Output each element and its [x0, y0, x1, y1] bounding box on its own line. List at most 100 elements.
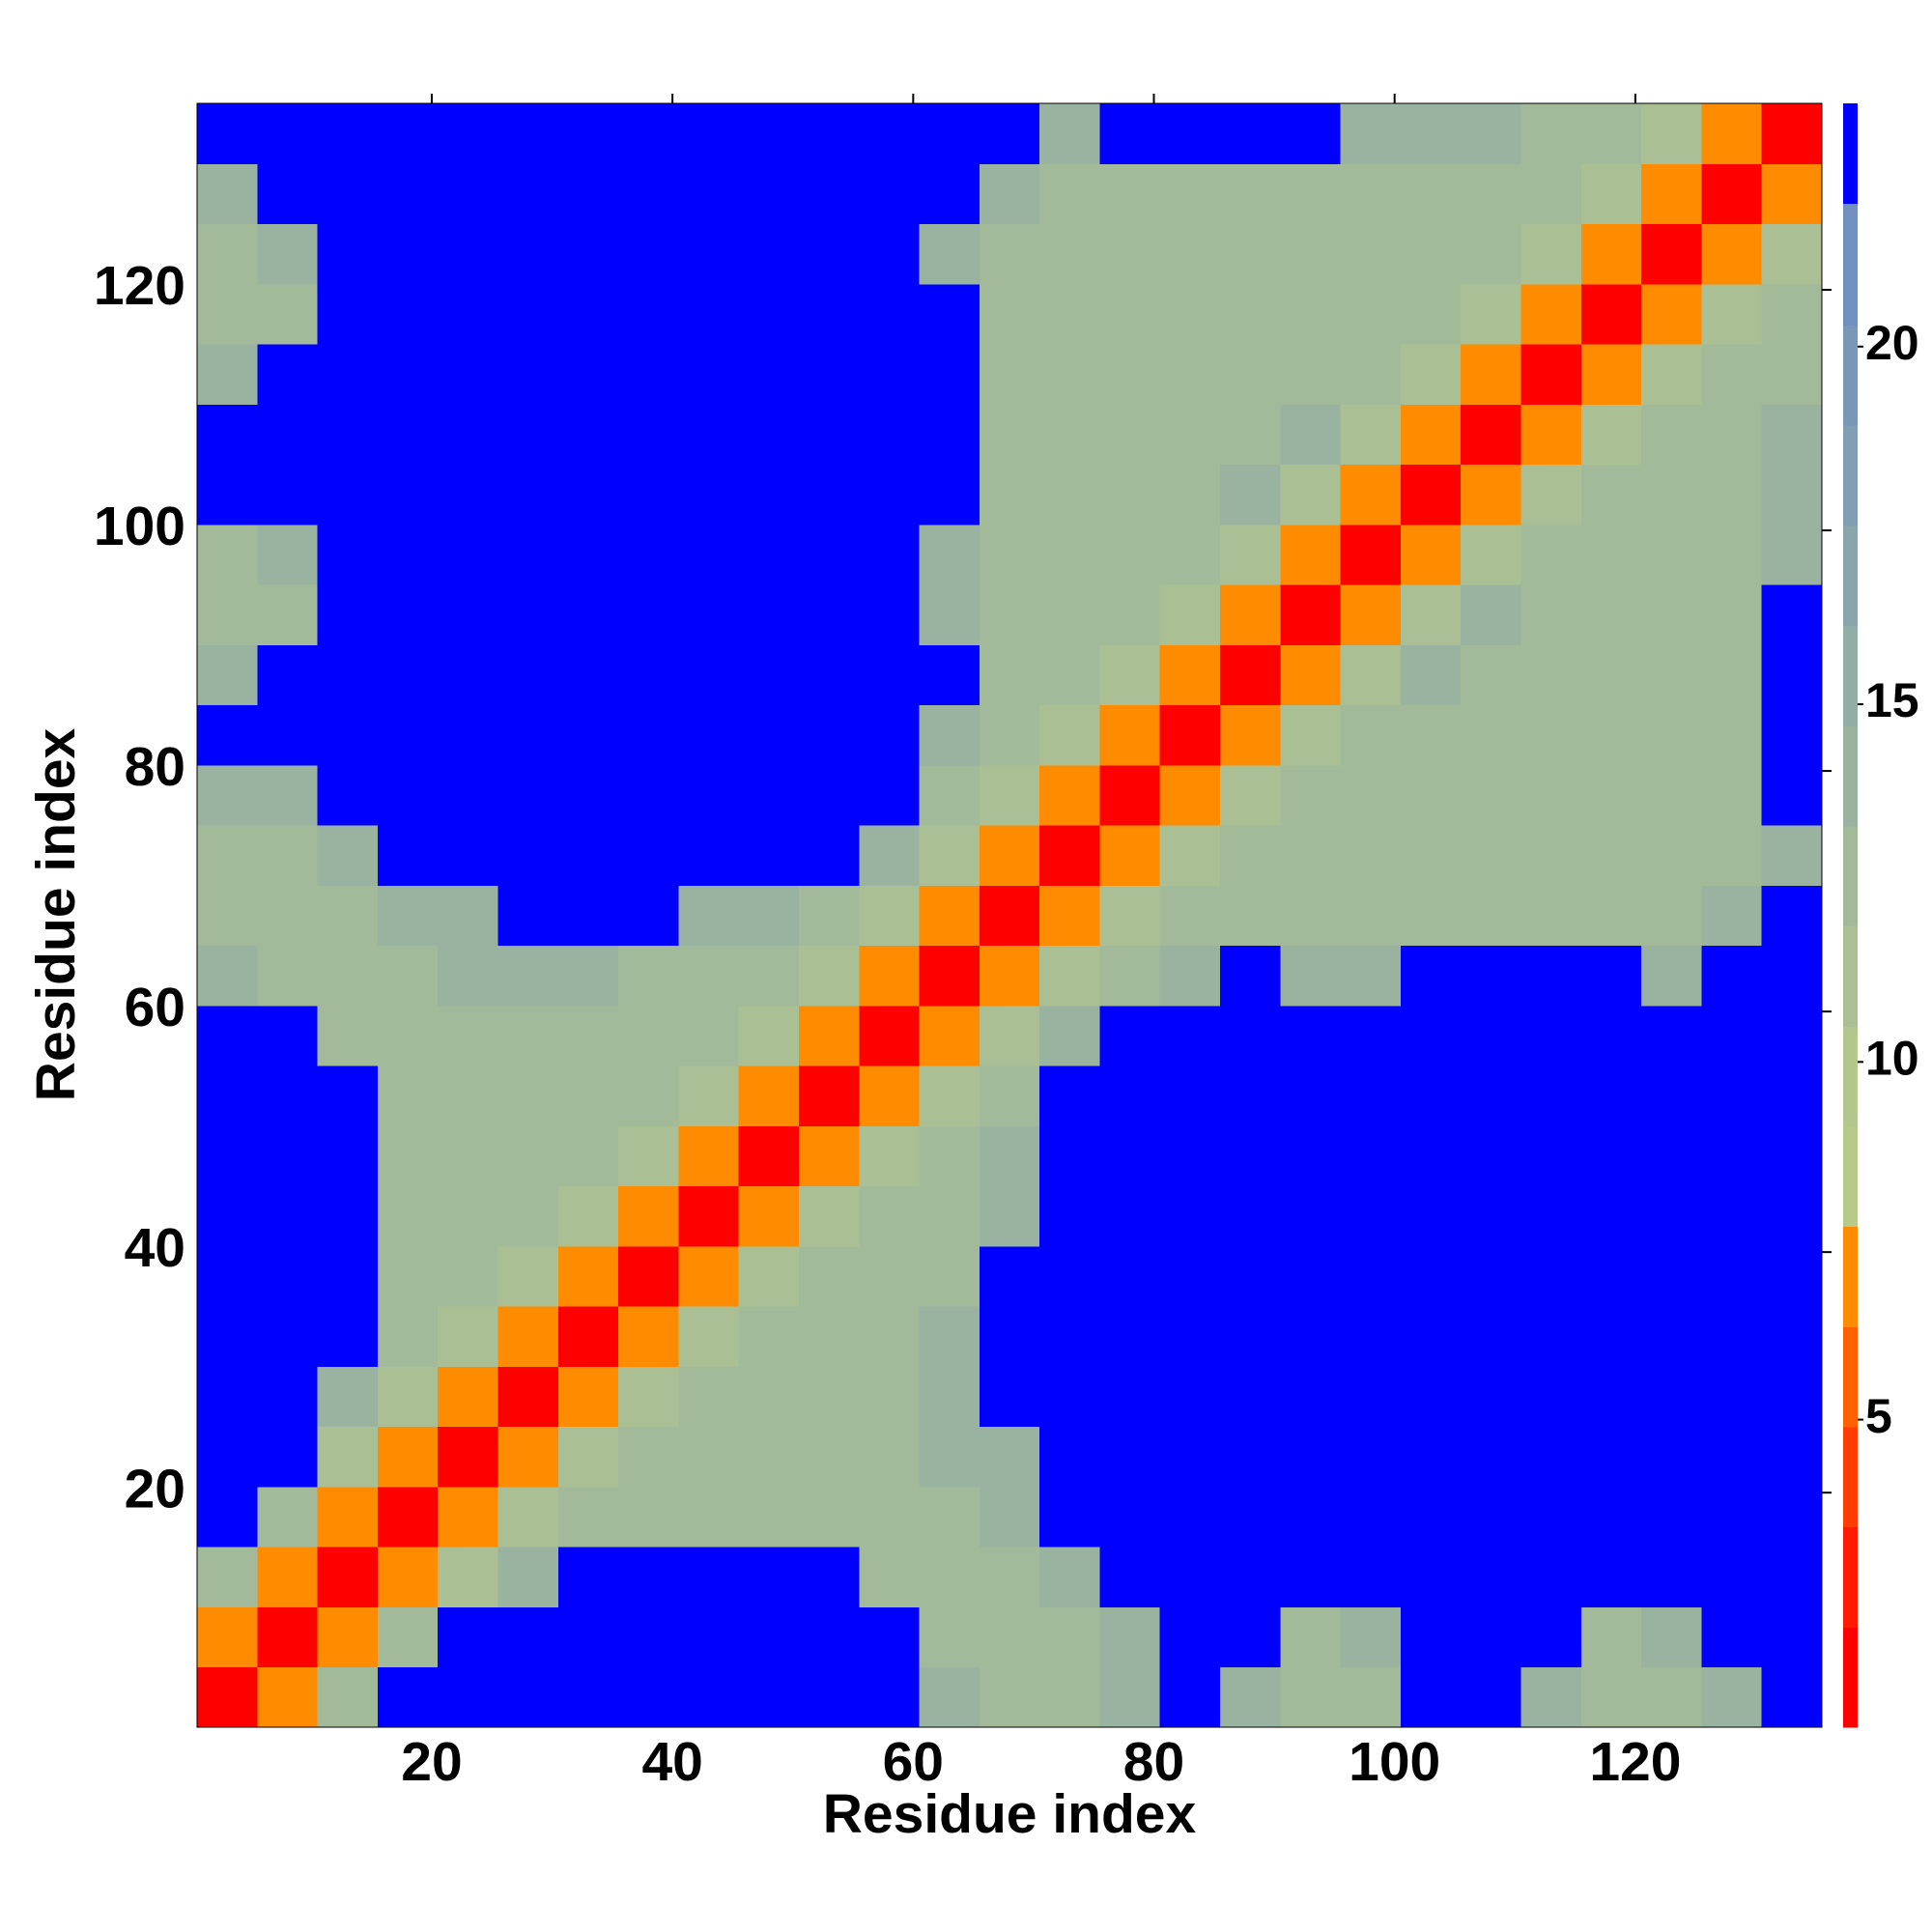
- heatmap-cell: [1159, 1245, 1221, 1307]
- heatmap-cell: [1580, 1666, 1642, 1728]
- heatmap-cell: [497, 1185, 559, 1247]
- heatmap-cell: [1520, 885, 1582, 947]
- heatmap-cell: [1220, 344, 1281, 405]
- heatmap-cell: [618, 704, 679, 766]
- heatmap-cell: [1400, 644, 1462, 706]
- heatmap-cell: [377, 1366, 439, 1428]
- heatmap-cell: [738, 163, 800, 225]
- heatmap-cell: [1580, 1185, 1642, 1247]
- heatmap-cell: [317, 223, 379, 285]
- heatmap-cell: [798, 404, 860, 466]
- heatmap-cell: [618, 223, 679, 285]
- heatmap-cell: [1701, 103, 1763, 164]
- heatmap-cell: [738, 1306, 800, 1367]
- y-tick-label: 120: [94, 255, 185, 317]
- heatmap-cell: [1340, 163, 1402, 225]
- heatmap-cell: [979, 1245, 1040, 1307]
- heatmap-cell: [497, 1245, 559, 1307]
- heatmap-cell: [1220, 644, 1281, 706]
- heatmap-cell: [1159, 704, 1221, 766]
- heatmap-cell: [1461, 404, 1522, 466]
- heatmap-cell: [1580, 1606, 1642, 1668]
- heatmap-cell: [1280, 584, 1342, 645]
- heatmap-cell: [1340, 1245, 1402, 1307]
- heatmap-cell: [1641, 1125, 1702, 1187]
- heatmap-cell: [979, 1005, 1040, 1066]
- heatmap-cell: [377, 704, 439, 766]
- heatmap-cell: [377, 1306, 439, 1367]
- heatmap-cell: [979, 945, 1040, 1007]
- heatmap-cell: [1099, 344, 1161, 405]
- heatmap-cell: [738, 1547, 800, 1607]
- heatmap-cell: [738, 344, 800, 405]
- heatmap-cell: [1159, 764, 1221, 826]
- heatmap-cell: [197, 1245, 258, 1307]
- heatmap-cell: [557, 1306, 619, 1367]
- heatmap-cell: [1039, 1547, 1100, 1607]
- heatmap-cell: [197, 223, 258, 285]
- heatmap-cell: [979, 524, 1040, 585]
- heatmap-cell: [257, 1666, 319, 1728]
- heatmap-cell: [1340, 1185, 1402, 1247]
- heatmap-cell: [557, 344, 619, 405]
- heatmap-cell: [738, 945, 800, 1007]
- heatmap-cell: [1400, 1185, 1462, 1247]
- heatmap-cell: [377, 1065, 439, 1126]
- heatmap-cell: [1701, 283, 1763, 345]
- heatmap-cell: [1099, 1065, 1161, 1126]
- heatmap-cell: [257, 1606, 319, 1668]
- heatmap-cell: [1641, 1005, 1702, 1066]
- heatmap-cell: [859, 1606, 921, 1668]
- heatmap-cell: [618, 584, 679, 645]
- heatmap-cell: [1761, 945, 1823, 1007]
- heatmap-cell: [197, 644, 258, 706]
- heatmap-cell: [1580, 524, 1642, 585]
- heatmap-cell: [497, 163, 559, 225]
- heatmap-cell: [1099, 825, 1161, 886]
- heatmap-cell: [1340, 524, 1402, 585]
- heatmap-cell: [1220, 1306, 1281, 1367]
- colorbar-tick-label: 5: [1865, 1389, 1892, 1443]
- heatmap-cell: [1520, 825, 1582, 886]
- heatmap-cell: [1039, 103, 1100, 164]
- heatmap-cell: [738, 704, 800, 766]
- heatmap-cell: [197, 1366, 258, 1428]
- heatmap-cell: [1461, 1666, 1522, 1728]
- heatmap-cell: [738, 524, 800, 585]
- heatmap-cell: [1701, 644, 1763, 706]
- heatmap-cell: [1340, 584, 1402, 645]
- heatmap-cell: [1641, 825, 1702, 886]
- heatmap-cell: [979, 1065, 1040, 1126]
- heatmap-cell: [1340, 1366, 1402, 1428]
- heatmap-cell: [317, 885, 379, 947]
- heatmap-cell: [618, 764, 679, 826]
- heatmap-cell: [859, 283, 921, 345]
- heatmap-cell: [497, 584, 559, 645]
- heatmap-cell: [919, 1366, 980, 1428]
- heatmap-cell: [798, 644, 860, 706]
- heatmap-cell: [257, 1547, 319, 1607]
- heatmap-cell: [738, 885, 800, 947]
- heatmap-cell: [1520, 1005, 1582, 1066]
- heatmap-cell: [1580, 1245, 1642, 1307]
- heatmap-cell: [1400, 1547, 1462, 1607]
- heatmap-cell: [317, 825, 379, 886]
- heatmap-cell: [197, 885, 258, 947]
- heatmap-cell: [979, 1547, 1040, 1607]
- heatmap-cell: [1099, 945, 1161, 1007]
- heatmap-cell: [738, 584, 800, 645]
- heatmap-cell: [1580, 283, 1642, 345]
- heatmap-cell: [859, 584, 921, 645]
- heatmap-cell: [798, 1547, 860, 1607]
- heatmap-cell: [618, 644, 679, 706]
- heatmap-cell: [317, 344, 379, 405]
- heatmap-cell: [678, 223, 740, 285]
- heatmap-cell: [317, 764, 379, 826]
- heatmap-cell: [1039, 825, 1100, 886]
- heatmap-cell: [1641, 1306, 1702, 1367]
- heatmap-cell: [438, 1547, 498, 1607]
- heatmap-cell: [1340, 1486, 1402, 1548]
- heatmap-cell: [919, 1306, 980, 1367]
- heatmap-cell: [798, 344, 860, 405]
- heatmap-cell: [1340, 825, 1402, 886]
